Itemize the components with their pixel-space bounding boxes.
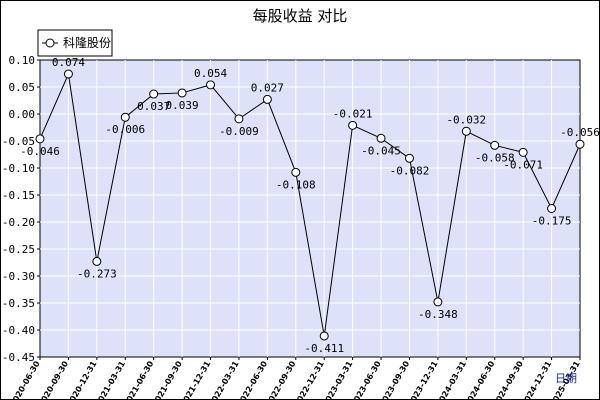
data-label: -0.058 <box>475 151 515 164</box>
x-tick-label: 2021-12-31 <box>179 359 213 400</box>
data-label: -0.006 <box>105 123 145 136</box>
y-tick-label: -0.30 <box>2 270 35 283</box>
x-tick-label: 2022-12-31 <box>293 359 327 400</box>
data-label: -0.273 <box>77 267 117 280</box>
data-label: -0.021 <box>333 107 373 120</box>
x-tick-label: 2024-03-31 <box>435 359 469 400</box>
data-label: -0.348 <box>418 308 458 321</box>
y-tick-label: 0.00 <box>9 108 36 121</box>
data-label: -0.071 <box>503 158 543 171</box>
data-point <box>92 256 102 266</box>
legend-label: 科隆股份 <box>63 35 111 50</box>
y-tick-label: 0.05 <box>9 81 36 94</box>
data-label: -0.009 <box>219 125 259 138</box>
data-point <box>35 134 45 144</box>
data-label: 0.054 <box>194 67 227 80</box>
data-point <box>63 69 73 79</box>
y-tick-label: 0.10 <box>9 54 36 67</box>
x-tick-label: 2021-09-30 <box>150 359 184 400</box>
data-label: -0.045 <box>361 144 401 157</box>
x-tick-label: 2024-09-30 <box>492 359 526 400</box>
data-point <box>348 120 358 130</box>
x-tick-label: 2020-09-30 <box>37 359 71 400</box>
data-label: 0.037 <box>137 100 170 113</box>
data-point <box>291 167 301 177</box>
data-label: 0.074 <box>52 56 85 69</box>
y-tick-label: -0.45 <box>2 351 35 364</box>
x-tick-label: 2022-03-31 <box>207 359 241 400</box>
x-tick-label: 2021-06-30 <box>122 359 156 400</box>
data-point <box>518 147 528 157</box>
y-tick-label: -0.05 <box>2 135 35 148</box>
y-tick-label: -0.35 <box>2 297 35 310</box>
data-point <box>234 114 244 124</box>
y-tick-label: -0.25 <box>2 243 35 256</box>
data-label: -0.082 <box>390 164 430 177</box>
series-line <box>39 72 581 337</box>
data-label: -0.056 <box>560 126 600 139</box>
chart-title: 每股收益 对比 <box>253 7 348 25</box>
x-tick-label: 2024-12-31 <box>520 359 554 400</box>
y-tick-label: -0.10 <box>2 162 35 175</box>
legend-marker-icon <box>45 38 55 48</box>
y-tick-label: -0.20 <box>2 216 35 229</box>
data-label: -0.032 <box>446 113 486 126</box>
data-label: -0.046 <box>20 145 60 158</box>
x-tick-label: 2023-03-31 <box>321 359 355 400</box>
data-point <box>262 94 272 104</box>
data-label: -0.411 <box>304 342 344 355</box>
data-point <box>319 331 329 341</box>
data-point <box>490 140 500 150</box>
data-label: -0.175 <box>532 215 572 228</box>
data-point <box>461 126 471 136</box>
grid-lines <box>40 60 580 357</box>
data-point <box>404 153 414 163</box>
data-point <box>433 297 443 307</box>
y-tick-label: -0.40 <box>2 324 35 337</box>
y-axis: 0.10 0.05 0.00 -0.05 -0.10 -0.15 -0.20 -0.25 -0.… <box>2 54 40 364</box>
data-point <box>206 80 216 90</box>
data-point <box>149 89 159 99</box>
x-tick-label: 2024-06-30 <box>463 359 497 400</box>
x-axis-label: 日期 <box>555 372 577 385</box>
x-tick-label: 2023-09-30 <box>378 359 412 400</box>
data-point <box>575 139 585 149</box>
data-point <box>120 112 130 122</box>
data-label: 0.027 <box>251 81 284 94</box>
data-label: 0.039 <box>166 99 199 112</box>
x-tick-label: 2023-12-31 <box>406 359 440 400</box>
series-layer <box>35 69 585 341</box>
x-tick-label: 2023-06-30 <box>349 359 383 400</box>
data-point <box>177 88 187 98</box>
x-tick-label: 2022-06-30 <box>236 359 270 400</box>
data-label: -0.108 <box>276 178 316 191</box>
data-point <box>376 133 386 143</box>
x-tick-label: 2020-12-31 <box>65 359 99 400</box>
x-tick-label: 2021-03-31 <box>94 359 128 400</box>
y-tick-label: -0.15 <box>2 189 35 202</box>
plot-area <box>39 59 581 358</box>
x-tick-label: 2022-09-30 <box>264 359 298 400</box>
x-axis: 2020-06-302020-09-302020-12-312021-03-31… <box>8 357 582 400</box>
legend: 科隆股份 <box>37 29 113 57</box>
x-tick-label: 2020-06-30 <box>8 359 42 400</box>
data-point <box>547 204 557 213</box>
